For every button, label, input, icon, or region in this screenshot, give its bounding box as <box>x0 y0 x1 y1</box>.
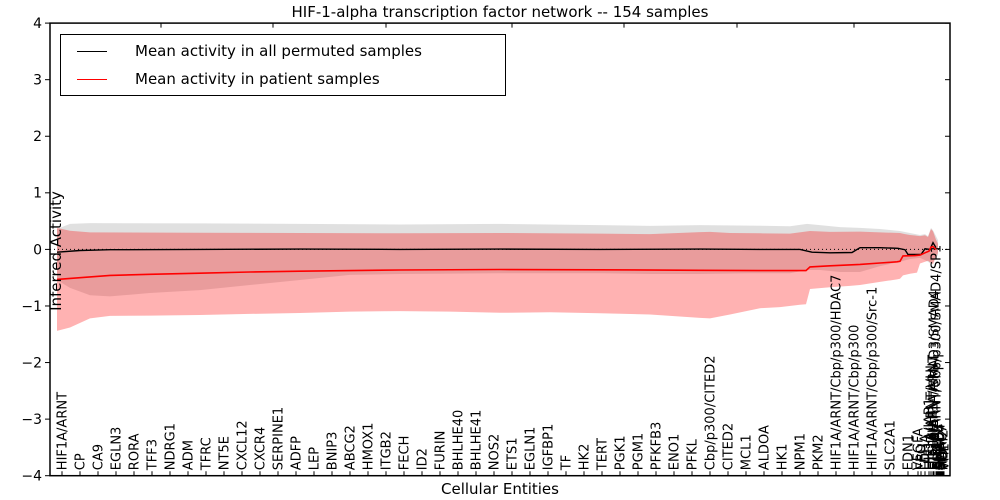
x-tick-label: FECH <box>398 436 413 471</box>
x-tick-label: CITED2 <box>722 423 737 470</box>
patient-band <box>57 227 938 331</box>
x-tick-label: SERPINE1 <box>272 407 287 470</box>
x-tick-label: NDRG1 <box>164 423 179 470</box>
x-tick-label: HIF1A/ARNT/SMAD3/SMAD4 <box>928 290 943 470</box>
x-tick-label: ITGB2 <box>380 431 395 470</box>
x-tick-label: LEP <box>308 447 323 470</box>
x-tick-label: HIF1A/ARNT/VHL <box>925 361 940 470</box>
x-tick-label: NPM1 <box>794 433 809 470</box>
permuted-band <box>57 223 938 297</box>
y-tick-label: −2 <box>21 355 42 371</box>
x-tick-label: EDN1 <box>902 434 917 470</box>
x-tick-label: MDM2 <box>937 429 952 470</box>
x-tick-label: HIF1A/ARNT/Cbp/p300 <box>848 325 863 471</box>
x-tick-label: MCL1 <box>740 434 755 470</box>
x-tick-label: HIF1A/JAB1 <box>923 398 938 470</box>
x-tick-label: CP <box>74 453 89 470</box>
x-tick-label: HDAC7 <box>936 425 951 471</box>
x-tick-label: ALDOA <box>758 425 773 470</box>
x-tick-label: SMAD3 <box>933 424 948 471</box>
legend-item-patient: Mean activity in patient samples <box>61 66 505 92</box>
x-tick-label: HK2 <box>578 444 593 471</box>
x-tick-label: PFKL <box>686 438 701 470</box>
y-tick-label: −1 <box>21 299 42 315</box>
x-tick-label: ENO1 <box>668 434 683 470</box>
x-tick-label: EGLN1 <box>524 427 539 471</box>
x-tick-label: VHL <box>938 444 953 471</box>
x-tick-label: FURIN <box>434 431 449 471</box>
x-tick-label: HIF1A/ARNT <box>56 392 71 470</box>
x-tick-label: HMOX1 <box>362 423 377 471</box>
legend-item-permuted: Mean activity in all permuted samples <box>61 38 505 64</box>
x-tick-label: CA9 <box>92 444 107 470</box>
x-tick-label: HK1 <box>776 444 791 471</box>
x-tick-label: TERT <box>596 438 611 471</box>
x-tick-label: PKM2 <box>812 434 827 470</box>
chart-title: HIF-1-alpha transcription factor network… <box>291 3 709 21</box>
x-tick-label: HIF1A <box>931 432 946 470</box>
x-tick-label: IGFBP1 <box>542 424 557 470</box>
x-tick-label: BNIP3 <box>326 432 341 471</box>
y-tick-label: 4 <box>33 16 42 32</box>
x-tick-label: NOS2 <box>488 434 503 470</box>
x-tick-label: CXCR4 <box>254 427 269 470</box>
legend-label: Mean activity in all permuted samples <box>135 42 422 60</box>
x-axis-label: Cellular Entities <box>441 480 559 498</box>
x-tick-label: RORA <box>128 433 143 470</box>
x-tick-label: ETS1 <box>506 438 521 471</box>
x-tick-label: ARNT <box>932 435 947 471</box>
x-tick-label: LDHA <box>919 434 934 470</box>
x-tick-label: PGM1 <box>632 433 647 470</box>
x-tick-label: ADM <box>182 440 197 470</box>
y-tick-label: 2 <box>33 129 42 145</box>
x-tick-label: NT5E <box>218 436 233 470</box>
mean-patient-line <box>56 245 937 281</box>
x-tick-label: ABCG2 <box>344 425 359 470</box>
y-tick-label: −4 <box>21 469 42 485</box>
permuted-line-swatch <box>77 50 107 52</box>
x-tick-label: SLC2A1 <box>884 420 899 470</box>
x-tick-label: Cbp/p300/CITED2 <box>704 355 719 470</box>
x-tick-label: PFKFB3 <box>650 422 665 471</box>
x-tick-label: SMAD4 <box>934 424 949 471</box>
x-tick-label: BHLHE41 <box>470 410 485 470</box>
x-tick-label: TFF3 <box>146 439 161 471</box>
x-tick-label: CXCL12 <box>236 420 251 470</box>
x-tick-label: ETS1/HIF1A/ARNT <box>927 355 942 470</box>
x-tick-label: HIF1A/ARNT/Cbp/p300/SMAD4/SP1 <box>930 245 945 470</box>
y-axis-label: Inferred Activity <box>47 191 65 311</box>
y-tick-label: −3 <box>21 412 42 428</box>
x-tick-label: SP1 <box>935 446 950 470</box>
x-tick-label: ADFP <box>290 436 305 470</box>
legend-label: Mean activity in patient samples <box>135 70 380 88</box>
x-tick-label: VEGFA <box>912 428 927 470</box>
x-tick-label: EPO <box>915 444 930 470</box>
x-tick-label: TFRC <box>200 437 215 471</box>
x-tick-label: EGLN3 <box>110 427 125 471</box>
x-tick-label: BHLHE40 <box>452 410 467 470</box>
y-tick-label: 3 <box>33 73 42 89</box>
x-tick-label: TF <box>560 455 575 471</box>
legend: Mean activity in all permuted samples Me… <box>60 34 506 96</box>
x-tick-label: HIF1A/ARNT/Cbp/p300/Src-1 <box>866 287 881 470</box>
x-tick-label: HIF1A/ARNT/Cbp/p300/HDAC7 <box>830 275 845 471</box>
patient-line-swatch <box>77 78 107 80</box>
x-tick-label: PGK1 <box>614 435 629 470</box>
y-tick-label: 0 <box>33 242 42 258</box>
x-tick-label: ID2 <box>416 448 431 470</box>
y-tick-label: 1 <box>33 186 42 202</box>
